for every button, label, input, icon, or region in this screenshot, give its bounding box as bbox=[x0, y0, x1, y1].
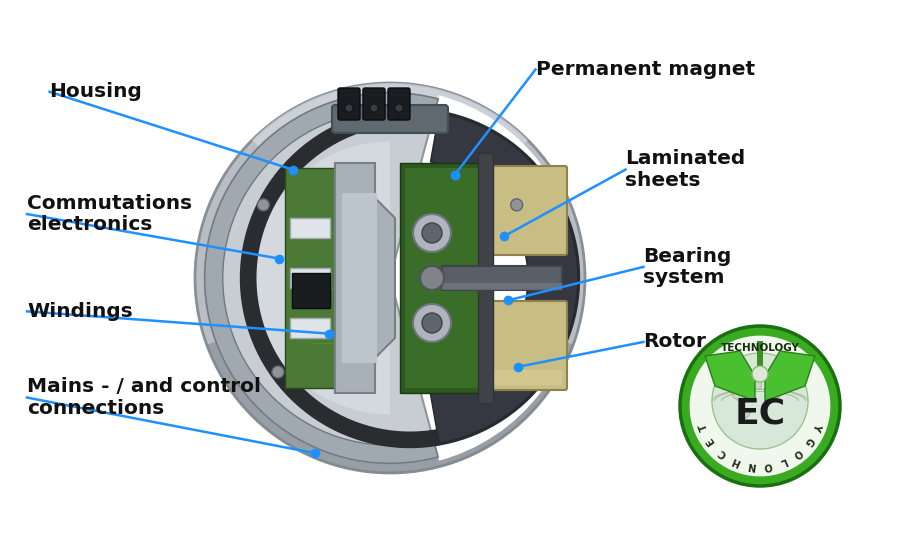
Text: T: T bbox=[698, 421, 709, 431]
Bar bbox=[442, 283, 562, 290]
FancyBboxPatch shape bbox=[483, 301, 567, 390]
Ellipse shape bbox=[422, 313, 442, 333]
Ellipse shape bbox=[413, 214, 451, 252]
Bar bbox=[757, 341, 763, 376]
Circle shape bbox=[345, 104, 353, 112]
Bar bbox=[488, 370, 562, 385]
Bar bbox=[290, 218, 330, 238]
Ellipse shape bbox=[422, 223, 442, 243]
Wedge shape bbox=[390, 95, 580, 461]
Text: Y: Y bbox=[811, 421, 823, 431]
Text: L: L bbox=[778, 455, 788, 467]
Circle shape bbox=[395, 104, 403, 112]
Ellipse shape bbox=[752, 375, 761, 390]
Circle shape bbox=[420, 266, 444, 290]
Text: O: O bbox=[791, 446, 804, 459]
FancyBboxPatch shape bbox=[388, 88, 410, 120]
Polygon shape bbox=[765, 351, 815, 401]
Text: Bearing
system: Bearing system bbox=[644, 247, 732, 287]
Ellipse shape bbox=[740, 409, 751, 418]
Bar bbox=[400, 163, 485, 393]
Circle shape bbox=[712, 353, 808, 449]
Circle shape bbox=[510, 199, 523, 211]
FancyBboxPatch shape bbox=[338, 88, 360, 120]
Circle shape bbox=[272, 366, 284, 378]
Bar bbox=[285, 168, 340, 388]
FancyBboxPatch shape bbox=[483, 166, 567, 255]
Circle shape bbox=[680, 326, 840, 486]
Text: E: E bbox=[706, 435, 717, 446]
Bar bbox=[405, 168, 480, 388]
Text: Laminated
sheets: Laminated sheets bbox=[626, 150, 746, 190]
Bar bbox=[342, 193, 377, 363]
Text: Mains - / and control
connections: Mains - / and control connections bbox=[27, 378, 261, 418]
Ellipse shape bbox=[732, 387, 752, 402]
Wedge shape bbox=[207, 278, 573, 473]
Ellipse shape bbox=[768, 384, 786, 399]
Circle shape bbox=[370, 104, 378, 112]
Text: Windings: Windings bbox=[27, 302, 133, 321]
Circle shape bbox=[195, 83, 585, 473]
Wedge shape bbox=[430, 113, 578, 443]
Bar bbox=[478, 153, 493, 403]
Bar bbox=[442, 266, 562, 290]
Circle shape bbox=[257, 199, 269, 211]
Text: Housing: Housing bbox=[50, 82, 142, 101]
Text: N: N bbox=[747, 460, 757, 471]
Text: O: O bbox=[763, 460, 773, 471]
Wedge shape bbox=[205, 93, 438, 463]
Ellipse shape bbox=[413, 304, 451, 342]
Text: Permanent magnet: Permanent magnet bbox=[536, 60, 754, 79]
Text: C: C bbox=[716, 446, 728, 459]
Circle shape bbox=[689, 336, 831, 476]
FancyBboxPatch shape bbox=[332, 105, 448, 133]
Text: TECHNOLOGY: TECHNOLOGY bbox=[721, 344, 799, 354]
Text: Commutations
electronics: Commutations electronics bbox=[27, 194, 192, 234]
Wedge shape bbox=[254, 141, 390, 415]
Polygon shape bbox=[335, 163, 395, 393]
Bar bbox=[290, 268, 330, 288]
Text: H: H bbox=[731, 455, 742, 467]
Bar bbox=[292, 273, 330, 308]
Circle shape bbox=[752, 366, 768, 382]
Wedge shape bbox=[252, 83, 528, 278]
Text: G: G bbox=[803, 435, 815, 447]
FancyBboxPatch shape bbox=[363, 88, 385, 120]
Bar bbox=[290, 318, 330, 338]
Text: Rotor: Rotor bbox=[644, 332, 706, 351]
Text: EC: EC bbox=[734, 397, 786, 431]
Wedge shape bbox=[205, 93, 438, 463]
Polygon shape bbox=[705, 351, 755, 401]
Bar bbox=[310, 183, 338, 373]
